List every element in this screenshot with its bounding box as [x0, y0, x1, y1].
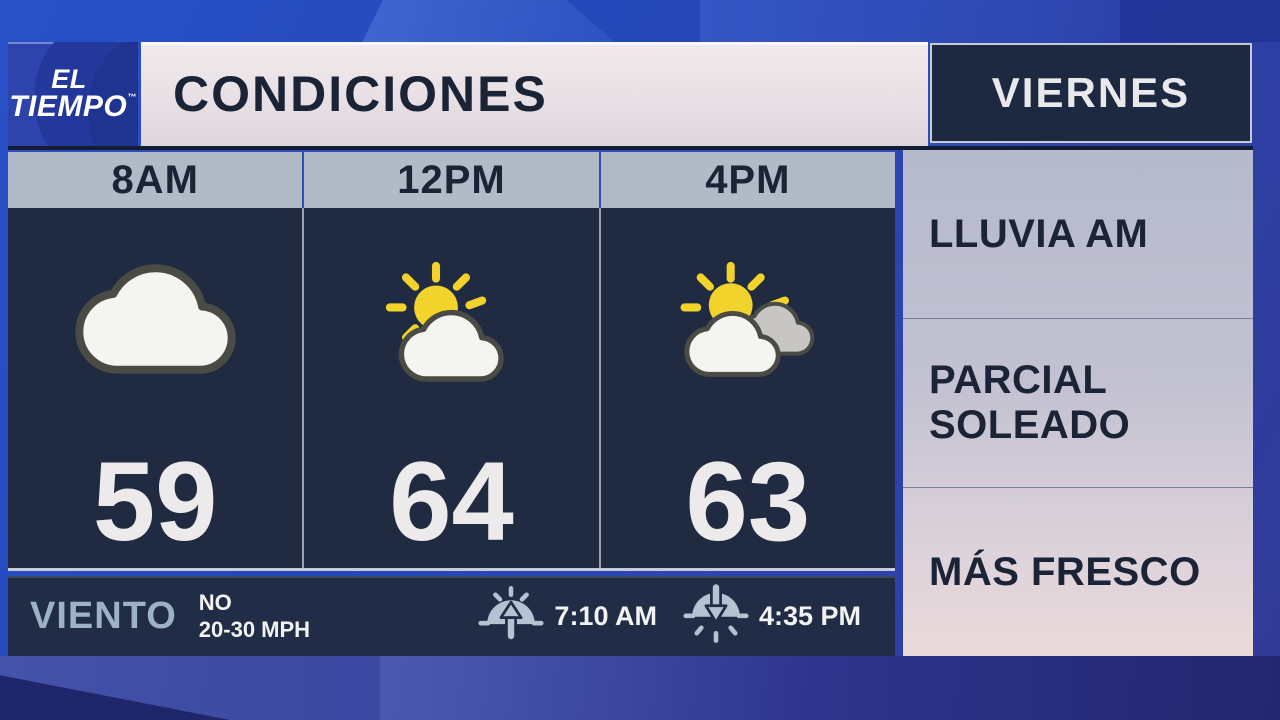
forecast-cells: 59 — [8, 208, 895, 568]
logo-line-2: TIEMPO™ — [9, 89, 137, 123]
time-label-8am: 8AM — [8, 152, 305, 208]
day-box: VIERNES — [930, 43, 1252, 143]
background-bottom-highlight — [380, 656, 800, 720]
sunrise-time: 7:10 AM — [554, 600, 657, 631]
sidebar-item-mas-fresco: MÁS FRESCO — [929, 549, 1201, 594]
header-underline — [8, 146, 1253, 150]
logo-text: EL TIEMPO™ — [9, 63, 137, 123]
time-strip: 8AM 12PM 4PM — [8, 150, 895, 208]
cloud-icon — [73, 224, 238, 414]
forecast-cell-8am: 59 — [8, 208, 305, 568]
trademark-symbol: ™ — [127, 91, 137, 102]
sun-behind-cloud-icon — [376, 224, 526, 414]
sidebar-item-lluvia-am: LLUVIA AM — [903, 150, 1253, 319]
sunset-icon — [683, 581, 749, 649]
temperature-12pm: 64 — [389, 439, 514, 564]
forecast-panel: 8AM 12PM 4PM 59 — [8, 150, 895, 571]
forecast-cell-4pm: 63 — [601, 208, 895, 568]
sunset-block: 4:35 PM — [683, 581, 861, 649]
temperature-8am: 59 — [92, 439, 218, 564]
background-dark-corner — [1120, 0, 1280, 42]
sunrise-icon — [478, 584, 544, 649]
time-label-12pm: 12PM — [304, 152, 601, 208]
sunset-time: 4:35 PM — [758, 600, 861, 631]
wind-direction: NO — [198, 589, 232, 615]
temperature-4pm: 63 — [685, 439, 811, 564]
logo-line-1: EL — [51, 63, 87, 94]
wind-details: NO 20-30 MPH — [199, 589, 310, 644]
sunrise-block: 7:10 AM — [478, 584, 657, 649]
wind-bar: VIENTO NO 20-30 MPH — [8, 576, 895, 656]
sidebar-item-parcial-soleado: PARCIAL SOLEADO — [903, 319, 1253, 488]
wind-label: VIENTO — [30, 594, 177, 637]
el-tiempo-logo: EL TIEMPO™ — [8, 42, 138, 146]
sun-behind-two-clouds-icon — [673, 224, 823, 414]
forecast-cell-12pm: 64 — [304, 208, 601, 568]
time-label-4pm: 4PM — [705, 157, 791, 202]
wind-speed: 20-30 MPH — [198, 617, 311, 642]
title-bar: CONDICIONES — [141, 42, 928, 146]
day-label: VIERNES — [991, 69, 1191, 116]
background-bottom-band — [0, 656, 1280, 720]
conditions-sidebar: LLUVIA AM PARCIAL SOLEADO MÁS FRESCO — [903, 150, 1253, 656]
page-title: CONDICIONES — [173, 66, 548, 122]
